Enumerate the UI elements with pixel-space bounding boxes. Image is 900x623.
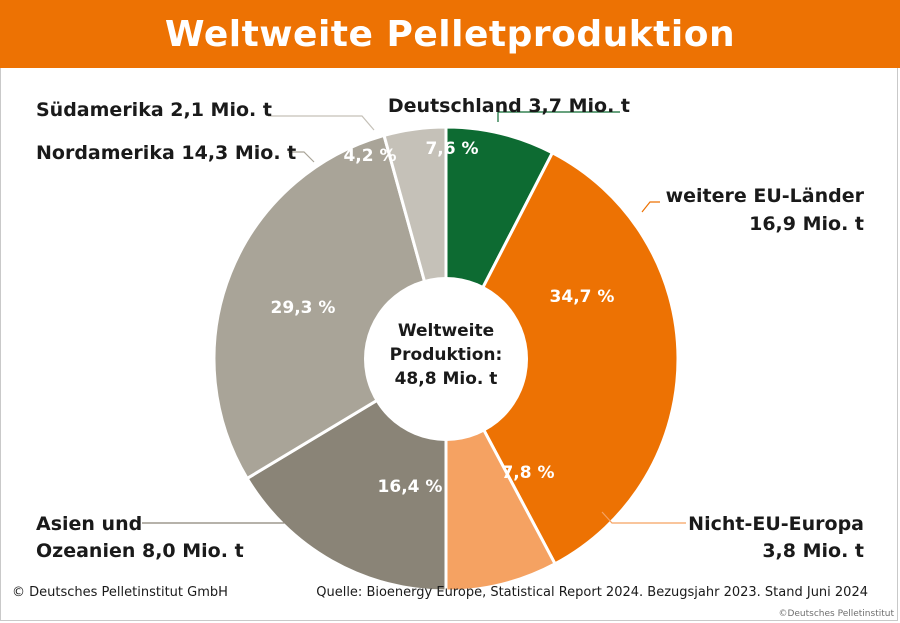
slice-eu: [444, 151, 680, 566]
slice-label-asien: Ozeanien 8,0 Mio. t: [36, 540, 244, 562]
chart-title: Weltweite Pelletproduktion: [164, 13, 736, 55]
source-note: Quelle: Bioenergy Europe, Statistical Re…: [316, 585, 868, 600]
slice-label-deutschland: Deutschland 3,7 Mio. t: [388, 95, 630, 117]
slice-label-nicht_eu: 3,8 Mio. t: [762, 540, 864, 562]
percent-label-eu: 34,7 %: [550, 287, 615, 307]
leader-line-nicht_eu: [601, 511, 686, 524]
slice-label-suedamerika: Südamerika 2,1 Mio. t: [36, 99, 272, 121]
slice-label-nicht_eu: Nicht-EU-Europa: [688, 513, 864, 535]
slice-label-eu: weitere EU-Länder: [666, 185, 865, 207]
percent-label-asien: 16,4 %: [378, 477, 443, 497]
center-hole: [364, 277, 528, 441]
slice-label-nordamerika: Nordamerika 14,3 Mio. t: [36, 142, 296, 164]
title-banner: Weltweite Pelletproduktion: [0, 0, 900, 68]
percent-label-deutschland: 7,6 %: [425, 139, 478, 159]
copyright-note: © Deutsches Pelletinstitut GmbH: [12, 585, 228, 600]
leader-line-asien: [142, 511, 297, 524]
percent-label-nicht_eu: 7,8 %: [501, 463, 554, 483]
leader-line-nordamerika: [288, 151, 315, 163]
slice-label-eu: 16,9 Mio. t: [749, 213, 864, 235]
percent-label-nordamerika: 29,3 %: [271, 298, 336, 318]
center-label-line: 48,8 Mio. t: [395, 369, 498, 389]
center-label-line: Weltweite: [398, 321, 494, 341]
leader-line-deutschland: [497, 111, 620, 122]
leader-line-eu: [641, 201, 660, 213]
percent-label-suedamerika: 4,2 %: [343, 146, 396, 166]
center-label-line: Produktion:: [390, 345, 503, 365]
watermark: ©Deutsches Pelletinstitut: [778, 609, 894, 619]
slice-label-asien: Asien und: [36, 513, 142, 535]
leader-line-suedamerika: [268, 115, 375, 131]
